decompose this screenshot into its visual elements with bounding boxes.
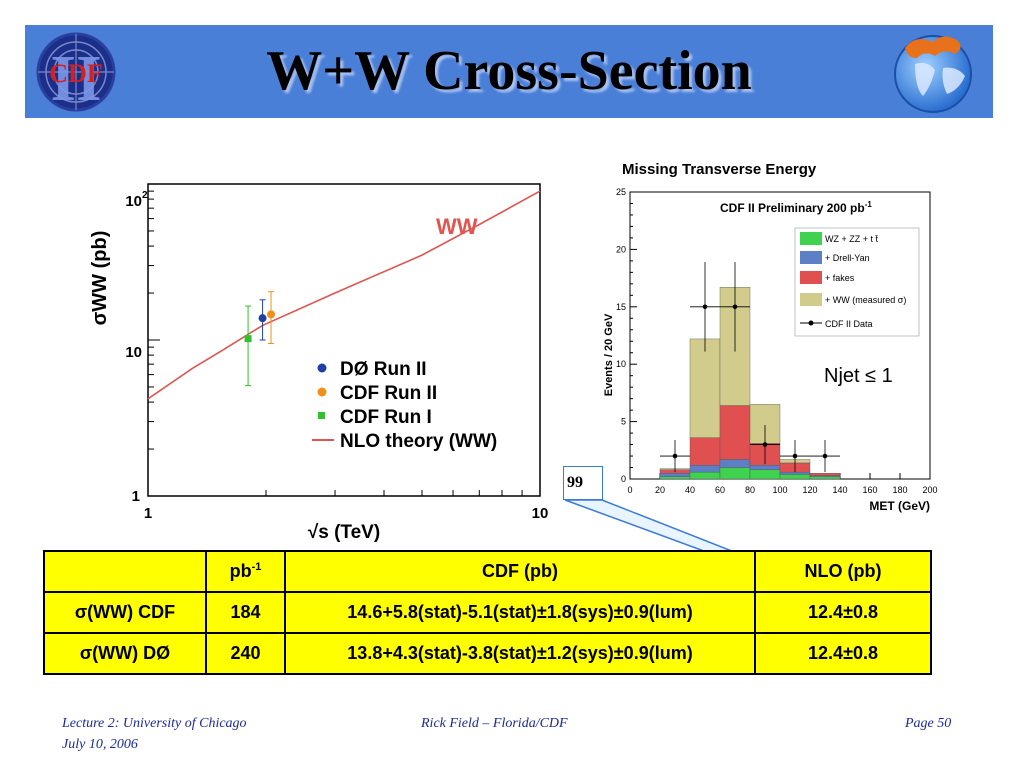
florida-logo bbox=[894, 35, 972, 113]
x-tick-label: 100 bbox=[772, 485, 787, 495]
plot-frame bbox=[147, 183, 541, 497]
histogram-legend: WZ + ZZ + t t̄ + Drell-Yan + fakes + WW … bbox=[794, 227, 920, 337]
legend-marker-cdf1 bbox=[318, 412, 325, 419]
results-table: pb-1 CDF (pb) NLO (pb) σ(WW) CDF 184 14.… bbox=[43, 550, 932, 675]
njet-annotation: Njet ≤ 1 bbox=[824, 365, 893, 387]
footer-page-number: Page 50 bbox=[905, 716, 952, 731]
y-tick-superscript: 2 bbox=[142, 190, 148, 201]
x-tick-label: 10 bbox=[532, 505, 549, 522]
slide-title: W+W Cross-Section bbox=[266, 40, 752, 102]
table-cell: 14.6+5.8(stat)-5.1(stat)±1.8(sys)±0.9(lu… bbox=[284, 591, 756, 634]
y-tick-label: 10 bbox=[125, 344, 142, 361]
x-tick-label: 140 bbox=[832, 485, 847, 495]
legend-marker-data bbox=[808, 320, 814, 326]
footer-author: Rick Field – Florida/CDF bbox=[421, 716, 568, 731]
x-tick-label: 200 bbox=[922, 485, 937, 495]
data-point bbox=[244, 335, 252, 343]
histogram-subtitle: CDF II Preliminary 200 pb-1 bbox=[720, 200, 872, 215]
x-tick-label: 0 bbox=[627, 485, 632, 495]
data-point bbox=[762, 442, 768, 447]
met-histogram: Missing Transverse Energy 0 20 40 60 80 100 12… bbox=[603, 161, 938, 513]
y-tick-label: 15 bbox=[616, 302, 626, 312]
legend-swatch-fakes bbox=[800, 271, 822, 284]
x-tick-label: 40 bbox=[685, 485, 695, 495]
legend-label-ww: + WW (measured σ) bbox=[825, 295, 906, 305]
table-cell: 12.4±0.8 bbox=[754, 591, 932, 634]
legend-label-cdf2: CDF Run II bbox=[340, 383, 437, 404]
legend-marker-d0 bbox=[317, 363, 327, 373]
x-tick-label: 160 bbox=[862, 485, 877, 495]
histogram-x-label: MET (GeV) bbox=[869, 499, 930, 513]
cdf-logo: II CDF bbox=[36, 32, 116, 114]
table-cell: 184 bbox=[205, 591, 286, 634]
x-tick-label: 180 bbox=[892, 485, 907, 495]
histogram-y-label: Events / 20 GeV bbox=[603, 313, 615, 396]
x-tick-label: 1 bbox=[144, 505, 152, 522]
table-cell: σ(WW) CDF bbox=[43, 591, 207, 634]
logo-cdf-text: CDF bbox=[49, 59, 102, 88]
legend-swatch-wz bbox=[800, 232, 822, 245]
table-header-row: pb-1 CDF (pb) NLO (pb) bbox=[43, 550, 932, 593]
y-tick-label: 5 bbox=[621, 417, 626, 427]
x-axis-label: √s (TeV) bbox=[308, 522, 380, 543]
histogram-bar bbox=[689, 338, 721, 438]
y-tick-label: 25 bbox=[616, 187, 626, 197]
table-cell: 13.8+4.3(stat)-3.8(stat)±1.2(sys)±0.9(lu… bbox=[284, 632, 756, 675]
table-cell: σ(WW) DØ bbox=[43, 632, 207, 675]
data-point bbox=[267, 310, 276, 319]
y-tick-label: 0 bbox=[621, 474, 626, 484]
histogram-bar bbox=[809, 473, 841, 476]
table-cell: 12.4±0.8 bbox=[754, 632, 932, 675]
legend-label-dy: + Drell-Yan bbox=[825, 253, 870, 263]
data-point bbox=[822, 453, 828, 459]
data-point bbox=[702, 304, 708, 310]
table-header-cell: NLO (pb) bbox=[754, 550, 932, 593]
x-tick-label: 60 bbox=[715, 485, 725, 495]
table-header-cell: CDF (pb) bbox=[284, 550, 756, 593]
y-tick-label: 20 bbox=[616, 244, 626, 254]
legend-label-nlo: NLO theory (WW) bbox=[340, 431, 497, 452]
table-header-cell: pb-1 bbox=[205, 550, 286, 593]
legend-label-fakes: + fakes bbox=[825, 273, 855, 283]
legend-label-wz: WZ + ZZ + t t̄ bbox=[825, 234, 879, 244]
footer-date: July 10, 2006 bbox=[62, 737, 138, 752]
ww-annotation: WW bbox=[436, 214, 478, 239]
y-tick-label: 10 bbox=[616, 359, 626, 369]
histogram-title: Missing Transverse Energy bbox=[622, 161, 817, 178]
cross-section-chart: 10 2 10 1 1 10 σWW (pb) √s (TeV) WW DØ R… bbox=[89, 183, 549, 543]
x-tick-label: 80 bbox=[745, 485, 755, 495]
legend: DØ Run II CDF Run II CDF Run I NLO theor… bbox=[312, 359, 497, 452]
data-point bbox=[672, 453, 678, 459]
legend-label-data: CDF II Data bbox=[825, 319, 873, 329]
footer-lecture: Lecture 2: University of Chicago bbox=[62, 716, 247, 731]
legend-label-cdf1: CDF Run I bbox=[340, 407, 432, 428]
table-row: σ(WW) DØ 240 13.8+4.3(stat)-3.8(stat)±1.… bbox=[43, 632, 932, 675]
title-bar: W+W Cross-Section bbox=[25, 25, 993, 118]
logo-roman-numeral: II bbox=[50, 42, 101, 114]
data-point bbox=[258, 314, 267, 323]
y-axis-label: σWW (pb) bbox=[89, 231, 111, 326]
legend-swatch-ww bbox=[800, 293, 822, 306]
table-header-cell bbox=[43, 550, 207, 593]
histogram-bar bbox=[719, 405, 751, 460]
nlo-theory-line bbox=[147, 190, 541, 400]
legend-marker-cdf2 bbox=[317, 387, 327, 397]
table-row: σ(WW) CDF 184 14.6+5.8(stat)-5.1(stat)±1… bbox=[43, 591, 932, 634]
x-tick-label: 20 bbox=[655, 485, 665, 495]
y-tick-label: 10 bbox=[125, 193, 142, 210]
table-cell: 240 bbox=[205, 632, 286, 675]
data-point bbox=[732, 304, 738, 310]
data-point bbox=[792, 453, 798, 459]
legend-label-d0: DØ Run II bbox=[340, 359, 427, 380]
callout-box: 99 bbox=[563, 466, 603, 500]
x-tick-label: 120 bbox=[802, 485, 817, 495]
y-tick-label: 1 bbox=[132, 488, 140, 505]
legend-swatch-dy bbox=[800, 251, 822, 264]
